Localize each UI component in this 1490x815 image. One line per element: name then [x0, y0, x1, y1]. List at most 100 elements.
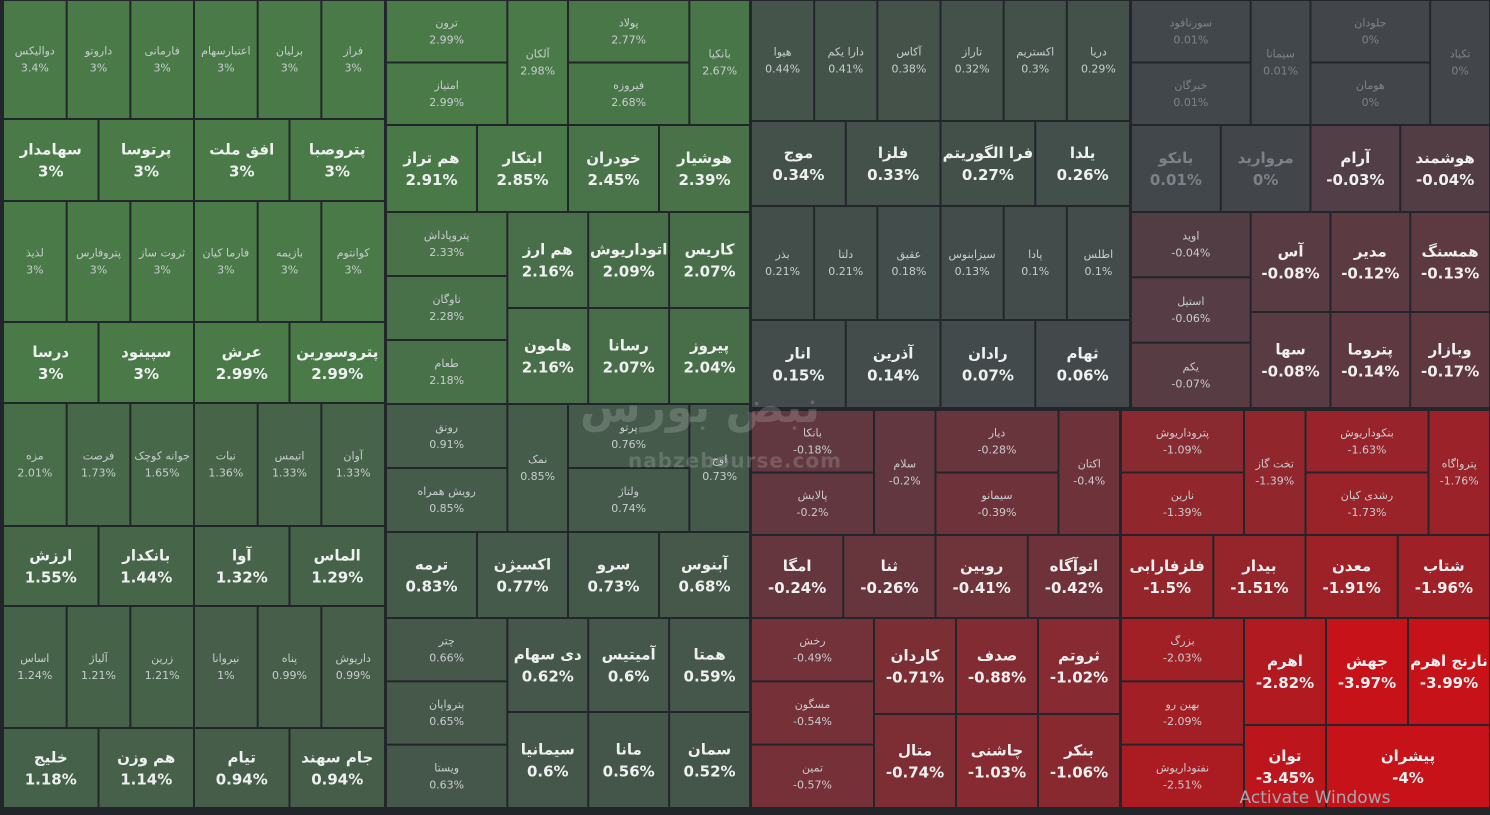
tile: [1411, 213, 1489, 311]
tile-name: همتا: [693, 646, 725, 664]
tile-value: -0.42%: [1045, 579, 1103, 597]
tile-name: رسانا: [609, 337, 649, 355]
tile-value: 3%: [281, 264, 298, 277]
tile-value: -1.09%: [1163, 443, 1202, 456]
tile-value: -0.54%: [793, 715, 832, 728]
tile: [1067, 1, 1129, 120]
tile-name: رشدی کیان: [1341, 489, 1393, 502]
tile-value: -1.63%: [1348, 443, 1387, 456]
tile-value: -0.74%: [886, 764, 944, 782]
tile-name: رادان: [968, 345, 1007, 363]
tile-value: 3%: [90, 62, 107, 75]
tile: [1214, 536, 1305, 617]
tile: [670, 713, 749, 807]
tile: [1245, 619, 1325, 724]
tile: [1306, 411, 1428, 472]
tile-name: روبین: [960, 557, 1003, 575]
tile-value: 0.65%: [429, 715, 464, 728]
tile-name: دریا: [1090, 46, 1107, 59]
tile-value: 2.09%: [603, 263, 655, 281]
tile-name: ویستا: [434, 761, 459, 774]
tile: [846, 321, 940, 407]
tile-name: همسنگ: [1422, 243, 1479, 261]
tile: [589, 213, 669, 307]
tile-value: 2.99%: [216, 365, 268, 383]
tile-value: 1.14%: [120, 771, 172, 789]
tile-value: -2.09%: [1163, 715, 1202, 728]
tile-name: آذرین: [873, 345, 914, 363]
tile-name: هیوا: [774, 46, 792, 59]
tile-value: -0.24%: [768, 579, 826, 597]
tile-value: -0.41%: [952, 579, 1010, 597]
tile-name: پیشران: [1381, 747, 1435, 766]
tile-name: اکسیژن: [494, 556, 551, 574]
tile: [569, 63, 689, 124]
tile: [1132, 343, 1250, 407]
tile: [569, 126, 658, 211]
tile: [941, 321, 1035, 407]
tile-name: خیرگان: [1174, 79, 1207, 92]
tile-value: 0.52%: [684, 763, 736, 781]
tile: [875, 619, 955, 713]
tile: [878, 1, 940, 120]
tile-value: 0.14%: [867, 367, 919, 385]
tile-value: 3%: [134, 163, 159, 181]
tile: [1028, 536, 1119, 617]
tile-name: سمان: [688, 741, 731, 759]
tile-value: 0.06%: [1057, 367, 1109, 385]
tile-value: 0%: [1253, 171, 1278, 189]
tile: [99, 120, 193, 200]
tile: [99, 729, 193, 807]
tile-name: اوید: [1182, 230, 1199, 243]
tile-name: امتیاز: [434, 79, 459, 92]
tile-value: 1.73%: [81, 467, 116, 480]
tile: [131, 607, 193, 727]
tile: [660, 126, 749, 211]
tile-value: 0.1%: [1084, 265, 1112, 278]
tile: [4, 404, 66, 525]
tile-name: صدف: [977, 647, 1018, 665]
tile-name: ابتکار: [502, 149, 543, 167]
tile-value: 0.68%: [678, 578, 730, 596]
watermark-site: nabzebourse.com: [628, 449, 842, 473]
tile-value: -0.26%: [860, 579, 918, 597]
tile-name: اتوآگاه: [1050, 557, 1099, 575]
tile: [957, 619, 1037, 713]
tile-value: 0.27%: [962, 166, 1014, 184]
tile: [752, 122, 845, 205]
tile: [99, 527, 193, 605]
tile-value: -0.08%: [1261, 363, 1319, 381]
tile: [387, 277, 507, 339]
tile: [4, 323, 98, 402]
tile: [690, 405, 749, 531]
tile-value: -0.17%: [1421, 363, 1479, 381]
tile-name: هامون: [524, 337, 572, 355]
tile-value: 0.73%: [587, 578, 639, 596]
tile: [508, 1, 567, 124]
tile-name: تکیاد: [1450, 48, 1471, 61]
tile: [387, 619, 507, 681]
tile-value: 2.07%: [684, 263, 736, 281]
tile-name: اطلس: [1084, 248, 1113, 261]
tile-name: پتروسورین: [296, 343, 378, 362]
tile-name: پولاد: [619, 16, 639, 29]
tile-value: -0.13%: [1421, 265, 1479, 283]
tile: [4, 607, 66, 727]
tile: [387, 405, 507, 467]
tile-name: کوانتوم: [337, 247, 371, 260]
tile-name: مدیر: [1353, 243, 1387, 261]
tile: [4, 120, 98, 200]
tile: [752, 536, 843, 617]
tile-value: -1.51%: [1230, 579, 1288, 597]
tile-value: 0.13%: [955, 265, 990, 278]
tile: [1132, 278, 1250, 342]
tile-name: سیمانیا: [521, 741, 575, 759]
tile-name: جلودان: [1354, 16, 1386, 29]
tile: [752, 411, 873, 472]
tile-value: -0.04%: [1416, 171, 1474, 189]
tile: [290, 527, 384, 605]
tile: [387, 533, 476, 617]
tile-value: -0.49%: [793, 652, 832, 665]
tile-name: اتیمس: [275, 450, 305, 463]
tile-name: معدن: [1332, 557, 1371, 575]
